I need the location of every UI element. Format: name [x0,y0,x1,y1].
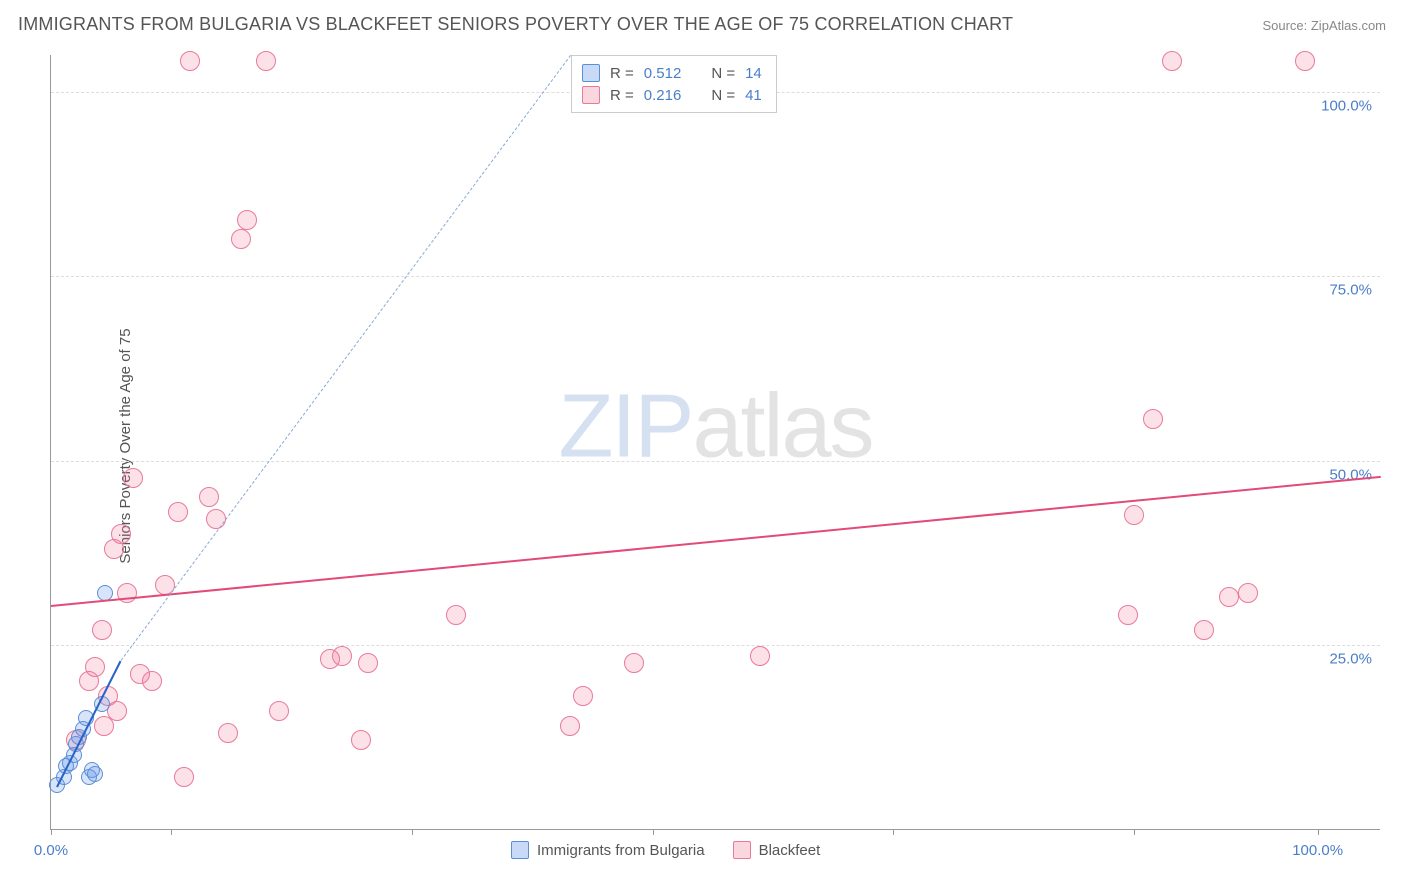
scatter-point-pink [142,671,162,691]
r-value: 0.512 [644,65,682,82]
scatter-point-pink [624,653,644,673]
scatter-point-pink [231,229,251,249]
scatter-point-pink [168,502,188,522]
scatter-point-pink [199,487,219,507]
scatter-point-pink [1238,583,1258,603]
y-tick-label: 25.0% [1329,651,1372,668]
scatter-point-pink [256,51,276,71]
n-value: 41 [745,87,762,104]
scatter-point-pink [218,723,238,743]
x-tick [1318,829,1319,835]
scatter-point-pink [1143,409,1163,429]
scatter-point-pink [332,646,352,666]
scatter-point-pink [174,767,194,787]
grid-line [51,276,1380,277]
legend-item-series1: Immigrants from Bulgaria [511,841,705,859]
x-tick [412,829,413,835]
swatch-blue-icon [582,64,600,82]
legend-label: Blackfeet [759,842,821,859]
scatter-point-pink [750,646,770,666]
y-tick-label: 75.0% [1329,282,1372,299]
scatter-point-blue [87,766,103,782]
x-tick [51,829,52,835]
watermark: ZIPatlas [558,375,872,478]
legend-item-series2: Blackfeet [733,841,821,859]
x-tick [653,829,654,835]
chart-title: IMMIGRANTS FROM BULGARIA VS BLACKFEET SE… [18,14,1013,35]
n-label: N = [711,65,735,82]
scatter-point-pink [1124,505,1144,525]
scatter-point-pink [107,701,127,721]
correlation-stats-box: R = 0.512 N = 14 R = 0.216 N = 41 [571,55,777,113]
scatter-point-pink [1162,51,1182,71]
scatter-point-pink [351,730,371,750]
scatter-point-pink [111,524,131,544]
n-label: N = [711,87,735,104]
scatter-point-pink [180,51,200,71]
n-value: 14 [745,65,762,82]
scatter-point-pink [237,210,257,230]
source-attribution: Source: ZipAtlas.com [1262,18,1386,33]
x-tick-label: 0.0% [34,842,68,859]
scatter-point-pink [85,657,105,677]
x-tick [1134,829,1135,835]
swatch-blue-icon [511,841,529,859]
x-tick [171,829,172,835]
plot-area: ZIPatlas 25.0%50.0%75.0%100.0% 0.0%100.0… [50,55,1380,830]
scatter-point-pink [1295,51,1315,71]
scatter-point-pink [446,605,466,625]
scatter-point-pink [1219,587,1239,607]
x-tick [893,829,894,835]
y-tick-label: 100.0% [1321,97,1372,114]
x-tick-label: 100.0% [1292,842,1343,859]
scatter-point-pink [573,686,593,706]
stats-row-series2: R = 0.216 N = 41 [582,84,762,106]
scatter-point-pink [1118,605,1138,625]
scatter-point-pink [206,509,226,529]
trend-extension-line [120,55,570,661]
grid-line [51,645,1380,646]
scatter-point-pink [92,620,112,640]
legend: Immigrants from Bulgaria Blackfeet [511,841,820,859]
scatter-point-pink [358,653,378,673]
scatter-point-pink [1194,620,1214,640]
r-value: 0.216 [644,87,682,104]
scatter-point-pink [123,468,143,488]
stats-row-series1: R = 0.512 N = 14 [582,62,762,84]
swatch-pink-icon [582,86,600,104]
grid-line [51,461,1380,462]
scatter-point-pink [269,701,289,721]
r-label: R = [610,87,634,104]
legend-label: Immigrants from Bulgaria [537,842,705,859]
swatch-pink-icon [733,841,751,859]
scatter-point-pink [560,716,580,736]
trend-line [51,476,1381,607]
r-label: R = [610,65,634,82]
